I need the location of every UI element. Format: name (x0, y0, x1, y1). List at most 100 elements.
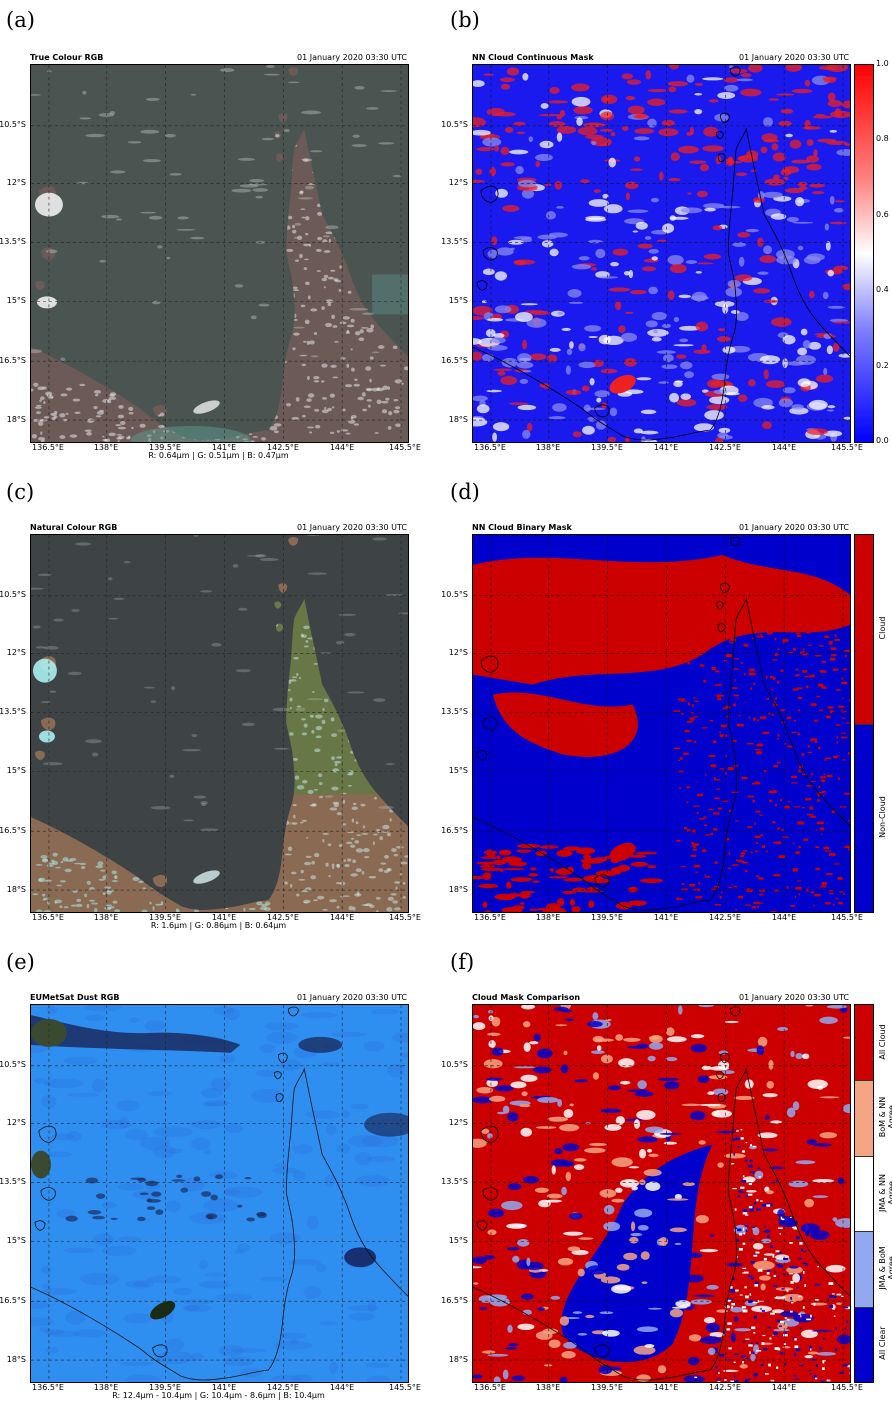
x-tick-label: 139.5°E (591, 1383, 623, 1392)
colorbar-tick-label: 0.8 (876, 134, 889, 144)
panel-label: (e) (6, 950, 35, 974)
colorbar-category-label: JMA & BoM Agree (878, 1246, 892, 1290)
x-tick-label: 138°E (535, 443, 561, 452)
y-tick-label: 18°S (448, 1355, 468, 1364)
colorbar (854, 534, 874, 913)
panel-timestamp: 01 January 2020 03:30 UTC (297, 993, 407, 1002)
colorbar-tick-label: 0.2 (876, 360, 889, 370)
colorbar-segment (855, 1005, 873, 1081)
band-caption: R: 0.64μm | G: 0.51μm | B: 0.47μm (148, 451, 289, 460)
y-tick-label: 13.5°S (0, 707, 26, 716)
x-tick-label: 144°E (329, 913, 355, 922)
x-tick-label: 136.5°E (32, 1383, 64, 1392)
x-tick-label: 139.5°E (149, 443, 181, 452)
panel-title: True Colour RGB (30, 53, 104, 62)
y-tick-label: 16.5°S (441, 356, 468, 365)
colorbar-category-label: All Cloud (878, 1024, 887, 1060)
y-tick-label: 18°S (6, 415, 26, 424)
x-tick-label: 142.5°E (267, 1383, 299, 1392)
x-tick-label: 144°E (771, 1383, 797, 1392)
map-raster (31, 1005, 408, 1382)
y-tick-label: 18°S (448, 885, 468, 894)
x-tick-label: 145.5°E (389, 443, 421, 452)
x-tick-label: 142.5°E (709, 1383, 741, 1392)
x-tick-label: 141°E (211, 443, 237, 452)
colorbar-segment (855, 1155, 873, 1232)
panel-timestamp: 01 January 2020 03:30 UTC (739, 53, 849, 62)
x-tick-label: 136.5°E (474, 913, 506, 922)
colorbar-tick-label: 0.0 (876, 436, 889, 445)
x-tick-label: 139.5°E (149, 1383, 181, 1392)
panel-title: Cloud Mask Comparison (472, 993, 581, 1002)
y-tick-label: 12°S (448, 178, 468, 187)
x-tick-label: 136.5°E (32, 443, 64, 452)
map-image (30, 534, 409, 913)
y-tick-label: 10.5°S (441, 120, 468, 129)
map-raster (473, 65, 850, 442)
y-tick-label: 18°S (6, 1355, 26, 1364)
panel-label: (a) (6, 8, 35, 32)
map-image (30, 1004, 409, 1383)
x-tick-label: 138°E (93, 1383, 119, 1392)
map-image (472, 534, 851, 913)
colorbar-segment (855, 1306, 873, 1382)
y-tick-label: 12°S (6, 178, 26, 187)
y-tick-label: 13.5°S (0, 1177, 26, 1186)
x-tick-label: 145.5°E (831, 913, 863, 922)
x-tick-label: 136.5°E (474, 1383, 506, 1392)
x-tick-label: 144°E (329, 1383, 355, 1392)
x-tick-label: 141°E (653, 913, 679, 922)
panel-title: NN Cloud Continuous Mask (472, 53, 594, 62)
x-tick-label: 142.5°E (267, 443, 299, 452)
colorbar-segment (855, 723, 873, 912)
map-image (30, 64, 409, 443)
x-tick-label: 136.5°E (474, 443, 506, 452)
y-tick-label: 12°S (6, 648, 26, 657)
x-tick-label: 139.5°E (591, 443, 623, 452)
map-raster (31, 65, 408, 442)
x-tick-label: 141°E (211, 913, 237, 922)
panel-timestamp: 01 January 2020 03:30 UTC (739, 993, 849, 1002)
x-tick-label: 136.5°E (32, 913, 64, 922)
colorbar-category-label: Cloud (878, 616, 887, 640)
band-caption: R: 1.6μm | G: 0.86μm | B: 0.64μm (150, 921, 287, 930)
map-image (472, 1004, 851, 1383)
y-tick-label: 18°S (6, 885, 26, 894)
y-tick-label: 12°S (448, 1118, 468, 1127)
y-tick-label: 18°S (448, 415, 468, 424)
x-tick-label: 138°E (93, 443, 119, 452)
y-tick-label: 16.5°S (441, 1296, 468, 1305)
panel-label: (f) (450, 950, 475, 974)
panel-timestamp: 01 January 2020 03:30 UTC (739, 523, 849, 532)
colorbar-category-label: JMA & NN Agree (878, 1173, 892, 1212)
y-tick-label: 13.5°S (441, 707, 468, 716)
colorbar-segment (855, 535, 873, 724)
x-tick-label: 142.5°E (267, 913, 299, 922)
panel-timestamp: 01 January 2020 03:30 UTC (297, 53, 407, 62)
y-tick-label: 16.5°S (0, 826, 26, 835)
x-tick-label: 138°E (535, 913, 561, 922)
panel-title: EUMetSat Dust RGB (30, 993, 120, 1002)
map-raster (473, 1005, 850, 1382)
y-tick-label: 15°S (6, 1236, 26, 1245)
panel-title: NN Cloud Binary Mask (472, 523, 572, 532)
x-tick-label: 145.5°E (831, 1383, 863, 1392)
x-tick-label: 138°E (93, 913, 119, 922)
x-tick-label: 145.5°E (389, 1383, 421, 1392)
panel-timestamp: 01 January 2020 03:30 UTC (297, 523, 407, 532)
y-tick-label: 15°S (448, 296, 468, 305)
band-caption: R: 12.4μm - 10.4μm | G: 10.4μm - 8.6μm |… (112, 1391, 325, 1400)
y-tick-label: 13.5°S (441, 1177, 468, 1186)
x-tick-label: 141°E (211, 1383, 237, 1392)
x-tick-label: 144°E (771, 443, 797, 452)
y-tick-label: 10.5°S (0, 120, 26, 129)
x-tick-label: 142.5°E (709, 913, 741, 922)
x-tick-label: 139.5°E (149, 913, 181, 922)
colorbar-category-label: All Clear (878, 1326, 887, 1360)
panel-title: Natural Colour RGB (30, 523, 118, 532)
colorbar-tick-label: 1.0 (876, 59, 889, 68)
y-tick-label: 10.5°S (441, 1060, 468, 1069)
x-tick-label: 145.5°E (389, 913, 421, 922)
y-tick-label: 13.5°S (441, 237, 468, 246)
y-tick-label: 10.5°S (0, 1060, 26, 1069)
